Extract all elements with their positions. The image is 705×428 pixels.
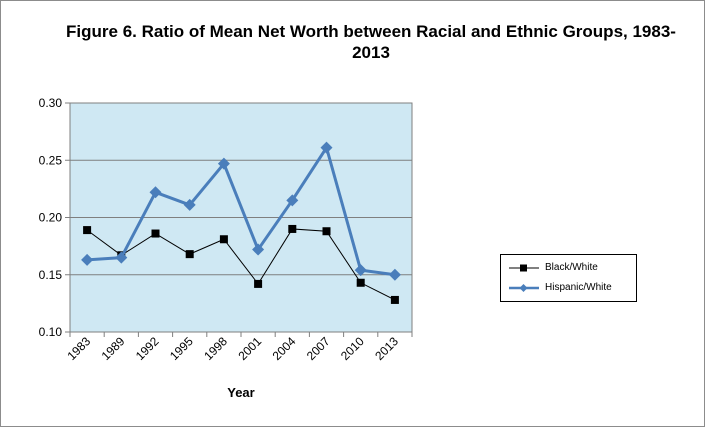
data-point-hispanic-white — [286, 194, 299, 207]
data-point-hispanic-white — [388, 268, 401, 281]
y-tick-label: 0.25 — [39, 153, 63, 167]
x-tick-label: 2007 — [304, 334, 333, 363]
data-point-black-white — [83, 226, 92, 235]
y-tick-label: 0.10 — [39, 325, 63, 339]
data-point-hispanic-white — [149, 186, 162, 199]
x-tick-label: 2004 — [270, 334, 299, 363]
legend-marker-black-white — [509, 264, 539, 272]
data-point-black-white — [322, 227, 331, 236]
chart-legend: Black/White Hispanic/White — [500, 254, 637, 302]
x-tick-label: 2010 — [338, 334, 367, 363]
data-point-hispanic-white — [217, 157, 230, 170]
x-tick-label: 1998 — [201, 334, 230, 363]
x-tick-label: 1983 — [64, 334, 93, 363]
data-point-black-white — [390, 295, 399, 304]
data-point-hispanic-white — [115, 251, 128, 264]
y-tick-label: 0.15 — [39, 268, 63, 282]
data-point-black-white — [288, 224, 297, 233]
series-line-hispanic-white — [86, 146, 396, 277]
legend-label-black-white: Black/White — [545, 262, 598, 273]
x-tick-label: 1989 — [99, 334, 128, 363]
data-point-black-white — [219, 235, 228, 244]
y-tick-label: 0.20 — [39, 211, 63, 225]
data-point-black-white — [151, 229, 160, 238]
data-point-hispanic-white — [354, 264, 367, 277]
data-point-black-white — [254, 279, 263, 288]
legend-marker-hispanic-white — [509, 284, 539, 292]
data-point-black-white — [356, 278, 365, 287]
x-tick-label: 2013 — [372, 334, 401, 363]
x-axis-label: Year — [227, 385, 254, 400]
data-point-hispanic-white — [183, 198, 196, 211]
x-tick-label: 1992 — [133, 334, 162, 363]
series-line-black-white — [86, 228, 396, 301]
data-point-black-white — [185, 250, 194, 259]
x-tick-label: 2001 — [235, 334, 264, 363]
data-point-hispanic-white — [320, 141, 333, 154]
y-tick-label: 0.30 — [39, 96, 63, 110]
legend-label-hispanic-white: Hispanic/White — [545, 282, 612, 293]
x-tick-label: 1995 — [167, 334, 196, 363]
chart-title: Figure 6. Ratio of Mean Net Worth betwee… — [66, 22, 676, 62]
legend-item-hispanic-white: Hispanic/White — [507, 280, 632, 296]
legend-item-black-white: Black/White — [507, 260, 632, 276]
data-point-hispanic-white — [252, 243, 265, 256]
